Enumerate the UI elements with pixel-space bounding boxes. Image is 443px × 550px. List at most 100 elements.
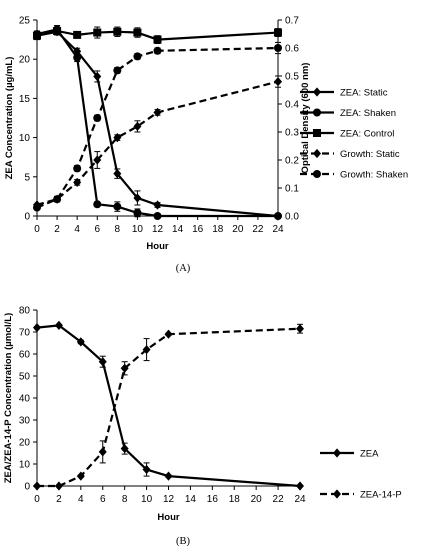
- x-tick-label: 2: [56, 494, 62, 505]
- data-point: [76, 471, 85, 481]
- y-tick-label: 60: [19, 350, 31, 361]
- y-tick-label: 50: [19, 372, 31, 383]
- data-point: [73, 53, 82, 62]
- series-zea: [33, 320, 304, 491]
- x-axis-title: Hour: [157, 512, 179, 523]
- x-tick-label: 24: [272, 224, 284, 235]
- legend-marker: [333, 489, 341, 499]
- legend-marker: [313, 129, 321, 137]
- x-axis-title: Hour: [146, 241, 168, 252]
- data-point: [274, 212, 282, 220]
- x-tick-label: 22: [273, 494, 285, 505]
- data-point: [153, 35, 162, 44]
- data-point: [142, 345, 151, 355]
- data-point: [113, 202, 122, 211]
- x-tick-label: 20: [251, 494, 263, 505]
- legend-marker: [313, 108, 321, 117]
- y-tick-label: 0: [24, 482, 30, 493]
- series-line: [36, 30, 279, 218]
- x-tick-label: 22: [252, 224, 264, 235]
- y-tick-label: 20: [19, 55, 31, 66]
- data-point: [274, 28, 282, 37]
- series-line: [36, 324, 301, 488]
- y2-tick-label: 0.7: [285, 16, 299, 27]
- data-point: [33, 323, 41, 333]
- data-point: [153, 200, 162, 210]
- data-point: [164, 329, 173, 339]
- legend-label: ZEA: [360, 449, 379, 460]
- data-point: [113, 66, 122, 75]
- data-point: [93, 155, 102, 165]
- legend-label: Growth: Static: [340, 149, 400, 160]
- data-point: [53, 195, 62, 204]
- legend-label: ZEA-14-P: [360, 490, 402, 501]
- x-tick-label: 12: [152, 224, 164, 235]
- y-tick-label: 80: [19, 306, 31, 317]
- x-tick-label: 6: [100, 494, 106, 505]
- legend-marker: [313, 170, 321, 178]
- y2-tick-label: 0.3: [285, 128, 299, 139]
- x-tick-label: 4: [78, 494, 84, 505]
- data-point: [133, 52, 142, 61]
- data-point: [133, 28, 142, 37]
- x-tick-label: 14: [172, 224, 184, 235]
- data-point: [93, 114, 102, 122]
- data-point: [120, 363, 129, 373]
- y-tick-label: 10: [19, 460, 31, 471]
- y2-tick-label: 0.2: [285, 156, 299, 167]
- y-tick-label: 10: [19, 133, 31, 144]
- x-tick-label: 4: [74, 224, 80, 235]
- legend-marker: [333, 448, 341, 458]
- series-line: [37, 327, 301, 488]
- data-point: [33, 203, 41, 212]
- x-tick-label: 14: [185, 494, 197, 505]
- x-tick-label: 6: [94, 224, 100, 235]
- data-point: [93, 200, 102, 209]
- x-tick-label: 24: [294, 494, 306, 505]
- y-tick-label: 5: [24, 172, 30, 183]
- legend-marker: [313, 87, 321, 97]
- data-point: [113, 27, 122, 36]
- y2-tick-label: 0.0: [285, 212, 299, 223]
- legend-label: ZEA: Static: [340, 88, 388, 99]
- legend-marker: [313, 148, 321, 159]
- data-point: [93, 28, 102, 37]
- data-point: [93, 71, 102, 82]
- y-tick-label: 0: [24, 212, 30, 223]
- x-tick-label: 18: [229, 494, 241, 505]
- series-line: [36, 46, 279, 209]
- x-tick-label: 16: [192, 224, 204, 235]
- y-axis-title: ZEA Concentration (µg/mL): [4, 57, 15, 180]
- series-growth-shaken: [33, 41, 282, 212]
- data-point: [133, 193, 142, 203]
- data-point: [153, 212, 162, 220]
- y-tick-label: 40: [19, 394, 31, 405]
- data-point: [296, 324, 304, 334]
- x-tick-label: 12: [163, 494, 175, 505]
- y2-tick-label: 0.1: [285, 184, 299, 195]
- y2-axis-title: Optical Density (600 nm): [300, 63, 311, 174]
- data-point: [113, 133, 122, 143]
- data-point: [98, 447, 107, 457]
- data-point: [164, 471, 173, 481]
- data-point: [54, 481, 63, 491]
- series-line: [36, 28, 278, 218]
- data-point: [133, 121, 142, 131]
- y-tick-label: 70: [19, 328, 31, 339]
- data-point: [98, 357, 107, 367]
- y2-tick-label: 0.5: [285, 72, 299, 83]
- legend-label: Growth: Shaken: [340, 170, 408, 181]
- legend-label: ZEA: Control: [340, 129, 394, 140]
- y2-tick-label: 0.4: [285, 100, 299, 111]
- y-tick-label: 30: [19, 416, 31, 427]
- series-zea-control: [33, 26, 282, 45]
- legend-label: ZEA: Shaken: [340, 108, 396, 119]
- x-tick-label: 16: [207, 494, 219, 505]
- data-point: [73, 177, 82, 187]
- data-point: [53, 26, 62, 35]
- data-point: [120, 444, 129, 454]
- data-point: [274, 44, 282, 52]
- panel-a-caption: (A): [176, 263, 191, 274]
- y-tick-label: 15: [19, 94, 31, 105]
